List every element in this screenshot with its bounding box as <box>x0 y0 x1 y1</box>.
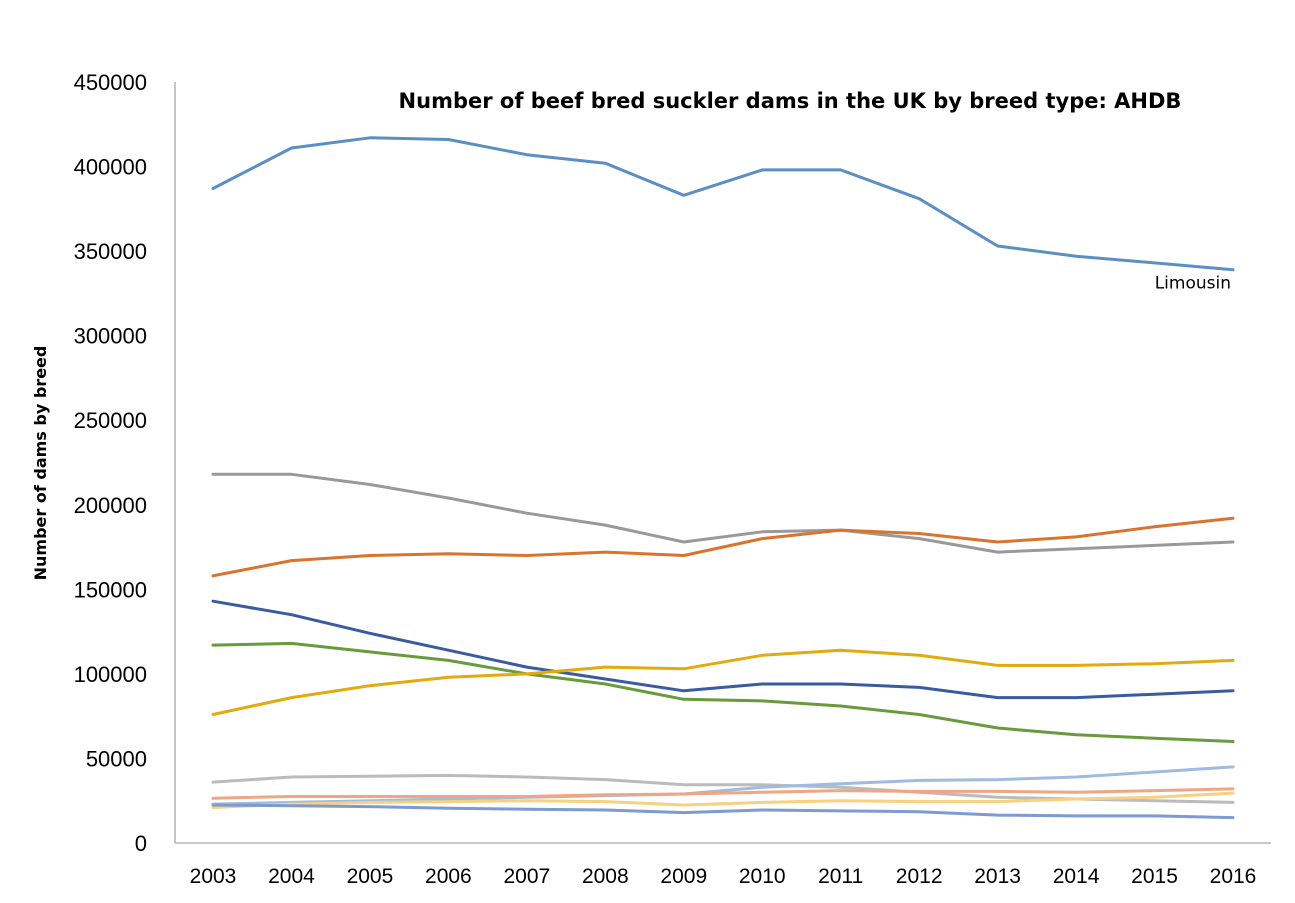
x-tick-label: 2015 <box>1131 865 1178 888</box>
x-tick-label: 2013 <box>974 865 1021 888</box>
x-tick-label: 2003 <box>190 865 237 888</box>
y-tick-label: 250000 <box>74 408 147 433</box>
y-tick-label: 350000 <box>74 239 147 264</box>
series-line-10 <box>211 791 1235 809</box>
series-line-6 <box>211 648 1235 716</box>
y-axis-ticks: 0 50000 100000 150000 200000 250000 300000 3500… <box>74 70 147 856</box>
x-tick-label: 2012 <box>896 865 943 888</box>
x-tick-label: 2011 <box>818 865 863 888</box>
annotations: Limousin <box>1155 274 1231 294</box>
series-line-5 <box>211 641 1235 743</box>
series-line-9 <box>211 787 1235 800</box>
x-tick-label: 2005 <box>347 865 394 888</box>
y-tick-label: 50000 <box>86 746 147 771</box>
x-tick-label: 2007 <box>503 865 550 888</box>
axes <box>174 82 1271 844</box>
y-tick-label: 300000 <box>74 324 147 349</box>
x-tick-label: 2009 <box>660 865 707 888</box>
series-line-8 <box>211 765 1235 806</box>
x-axis-ticks: 2003 2004 2005 2006 2007 2008 2009 2010 2011 2012… <box>190 865 1257 888</box>
y-tick-label: 400000 <box>74 155 147 180</box>
x-tick-label: 2016 <box>1210 865 1257 888</box>
y-tick-label: 200000 <box>74 493 147 518</box>
series-line-2 <box>211 472 1235 554</box>
x-tick-label: 2010 <box>739 865 786 888</box>
y-axis-label: Number of dams by breed <box>31 346 50 581</box>
y-tick-label: 450000 <box>74 70 147 95</box>
x-tick-label: 2008 <box>582 865 629 888</box>
series-line-4 <box>211 599 1235 700</box>
series-annotation-label: Limousin <box>1155 274 1231 294</box>
series-line-3 <box>211 516 1235 578</box>
x-tick-label: 2004 <box>268 865 315 888</box>
series-layer <box>211 136 1235 820</box>
x-tick-label: 2006 <box>425 865 472 888</box>
y-tick-label: 150000 <box>74 577 147 602</box>
series-line-11 <box>211 803 1235 820</box>
x-tick-label: 2014 <box>1053 865 1100 888</box>
chart-title: Number of beef bred suckler dams in the … <box>399 89 1182 113</box>
y-tick-label: 0 <box>135 831 147 856</box>
series-line-1 <box>211 136 1235 272</box>
y-tick-label: 100000 <box>74 662 147 687</box>
